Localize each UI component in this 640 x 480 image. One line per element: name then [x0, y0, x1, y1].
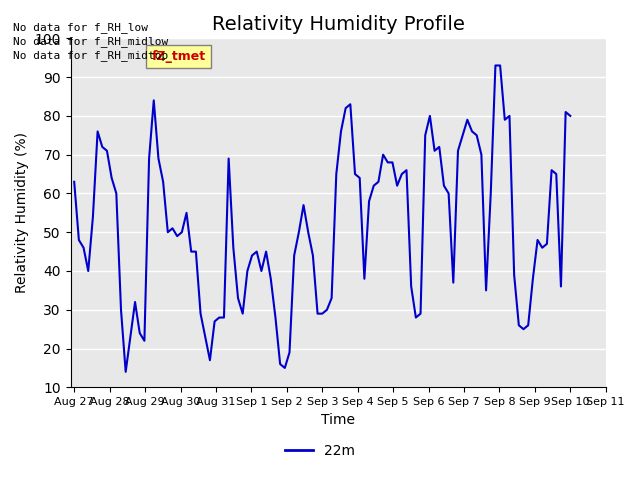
Text: No data for f_RH_midlow: No data for f_RH_midlow [13, 36, 168, 47]
Text: No data for f_RH_low: No data for f_RH_low [13, 22, 148, 33]
X-axis label: Time: Time [321, 413, 355, 427]
Title: Relativity Humidity Profile: Relativity Humidity Profile [212, 15, 465, 34]
Y-axis label: Relativity Humidity (%): Relativity Humidity (%) [15, 132, 29, 293]
Text: No data for f_RH_midtop: No data for f_RH_midtop [13, 50, 168, 61]
Legend: 22m: 22m [280, 438, 360, 464]
